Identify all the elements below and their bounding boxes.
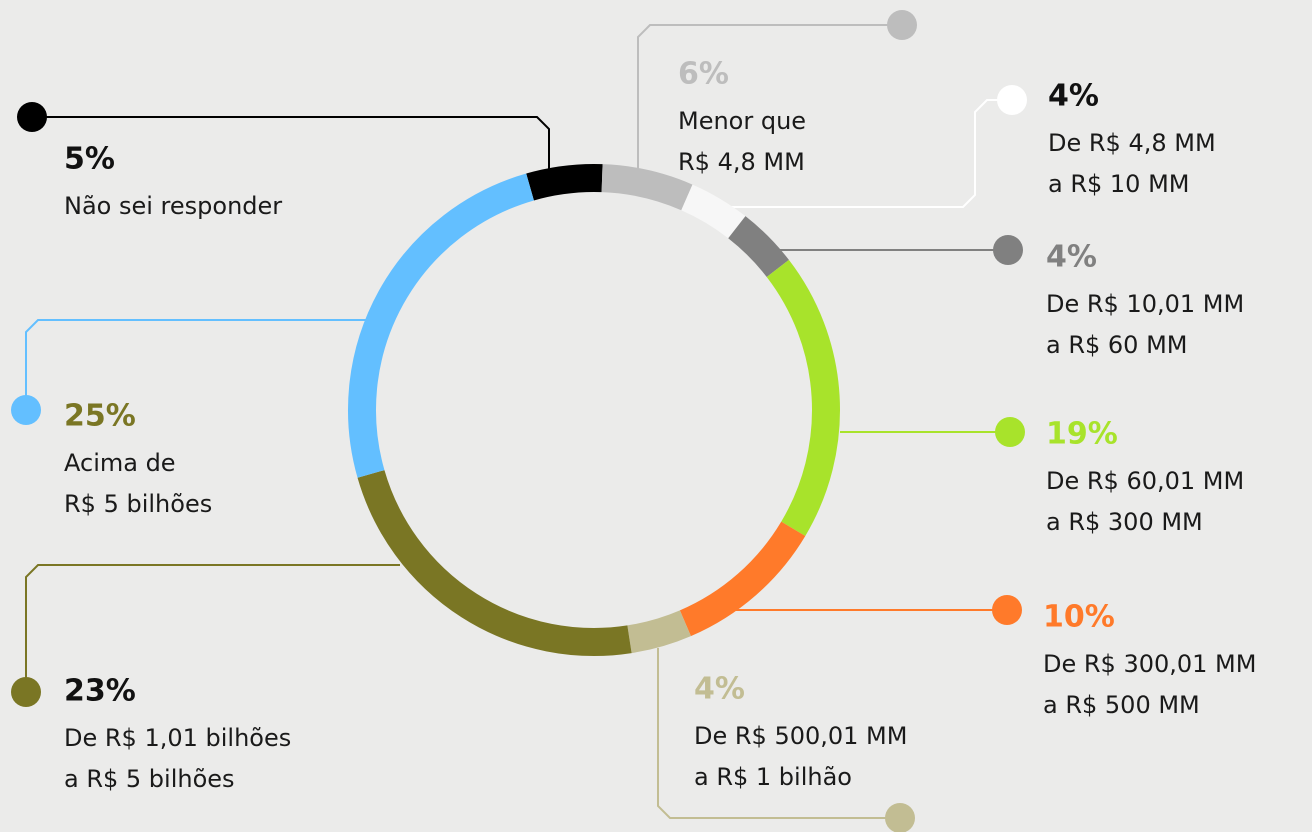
leader-dot bbox=[11, 395, 41, 425]
donut-segment bbox=[357, 470, 632, 656]
category-label: De R$ 1,01 bilhões bbox=[64, 724, 291, 752]
leader-dot bbox=[992, 595, 1022, 625]
percent-label: 4% bbox=[1046, 240, 1097, 275]
leader-dot bbox=[997, 85, 1027, 115]
leader-line bbox=[25, 319, 366, 410]
category-label: R$ 5 bilhões bbox=[64, 490, 212, 518]
category-label: a R$ 10 MM bbox=[1048, 170, 1190, 198]
donut-segment bbox=[766, 259, 840, 536]
donut-segment bbox=[348, 173, 534, 478]
leader-dot bbox=[993, 235, 1023, 265]
percent-label: 10% bbox=[1043, 600, 1115, 635]
category-label: a R$ 5 bilhões bbox=[64, 765, 235, 793]
leader-dot bbox=[995, 417, 1025, 447]
leader-dot bbox=[17, 102, 47, 132]
category-label: a R$ 60 MM bbox=[1046, 331, 1188, 359]
category-label: a R$ 1 bilhão bbox=[694, 763, 852, 791]
leader-line bbox=[32, 116, 550, 170]
category-label: a R$ 300 MM bbox=[1046, 508, 1203, 536]
percent-label: 19% bbox=[1046, 417, 1118, 452]
percent-label: 23% bbox=[64, 674, 136, 709]
category-label: Não sei responder bbox=[64, 192, 282, 220]
category-label: De R$ 300,01 MM bbox=[1043, 650, 1256, 678]
category-label: R$ 4,8 MM bbox=[678, 148, 805, 176]
percent-label: 6% bbox=[678, 57, 729, 92]
category-label: De R$ 60,01 MM bbox=[1046, 467, 1244, 495]
category-label: Menor que bbox=[678, 107, 806, 135]
donut-segment bbox=[679, 521, 806, 637]
donut-segment bbox=[526, 164, 603, 201]
donut-segment bbox=[601, 164, 693, 211]
donut-segment bbox=[727, 216, 789, 278]
leader-line bbox=[657, 648, 900, 819]
category-label: De R$ 500,01 MM bbox=[694, 722, 907, 750]
percent-label: 5% bbox=[64, 142, 115, 177]
percent-label: 25% bbox=[64, 399, 136, 434]
leader-dot bbox=[11, 677, 41, 707]
leader-line bbox=[712, 99, 1012, 208]
percent-label: 4% bbox=[694, 672, 745, 707]
donut-segment bbox=[627, 610, 691, 654]
percent-label: 4% bbox=[1048, 79, 1099, 114]
leader-dot bbox=[885, 803, 915, 832]
donut-segment bbox=[681, 184, 746, 239]
leader-line bbox=[25, 564, 400, 692]
leader-line bbox=[637, 24, 902, 170]
category-label: De R$ 4,8 MM bbox=[1048, 129, 1216, 157]
category-label: Acima de bbox=[64, 449, 176, 477]
category-label: De R$ 10,01 MM bbox=[1046, 290, 1244, 318]
category-label: a R$ 500 MM bbox=[1043, 691, 1200, 719]
leader-dot bbox=[887, 10, 917, 40]
